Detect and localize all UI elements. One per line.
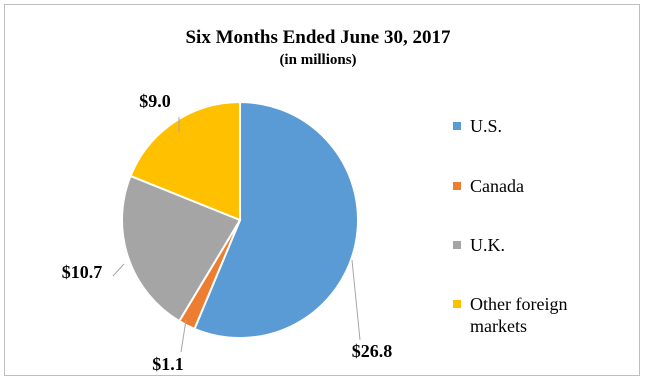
leader-lines	[112, 117, 361, 353]
legend-item-uk: U.K.	[453, 234, 600, 256]
data-label-us: $26.8	[352, 341, 393, 361]
legend-swatch-other	[453, 300, 461, 308]
data-label-uk: $10.7	[62, 262, 103, 282]
leader-line-canada	[180, 319, 187, 353]
data-labels: $26.8 $1.1 $10.7 $9.0	[62, 91, 393, 374]
pie-slice-other	[129, 100, 241, 222]
leader-line-us	[351, 259, 361, 341]
pie-slice-uk	[121, 174, 242, 323]
chart-title: Six Months Ended June 30, 2017	[185, 27, 451, 48]
leader-line-uk	[112, 263, 125, 277]
pie-slices	[121, 100, 359, 339]
data-label-other: $9.0	[139, 91, 171, 111]
legend-label-uk: U.K.	[470, 235, 505, 255]
legend-swatch-uk	[453, 241, 461, 249]
data-label-canada: $1.1	[152, 354, 184, 374]
legend-swatch-us	[453, 122, 461, 130]
legend-label-other: Other foreign markets	[470, 294, 568, 336]
legend-label-us: U.S.	[470, 116, 503, 136]
chart-subtitle: (in millions)	[279, 52, 357, 68]
legend-swatch-canada	[453, 182, 461, 190]
legend-label-canada: Canada	[470, 176, 524, 196]
legend-item-canada: Canada	[453, 175, 600, 197]
legend-item-other: Other foreign markets	[453, 293, 600, 337]
pie-slice-us	[193, 100, 359, 339]
legend-item-us: U.S.	[453, 115, 600, 137]
